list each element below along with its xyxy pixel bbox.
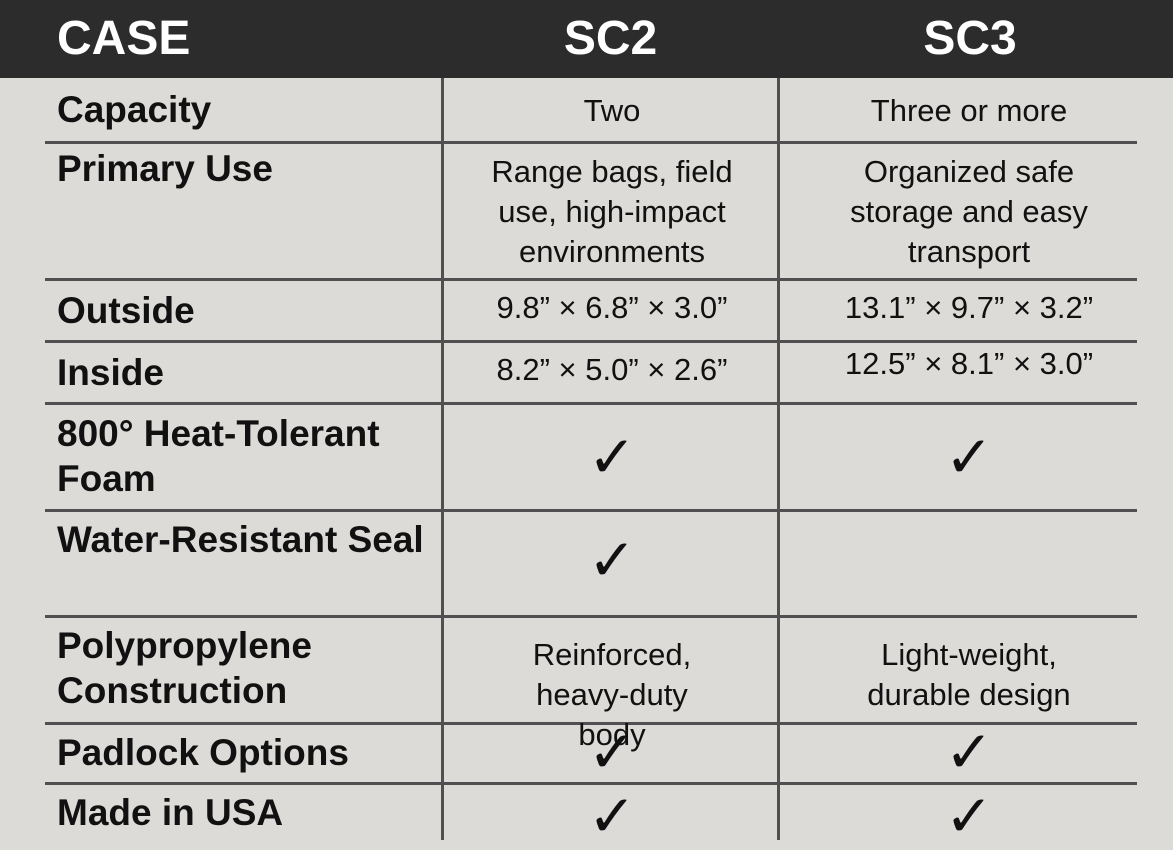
column-divider [441, 78, 444, 840]
cell-sc3-construction: Light-weight, durable design [867, 637, 1071, 712]
cell-sc2-primary-use: Range bags, field use, high-impact envir… [491, 154, 733, 269]
row-divider [45, 340, 1137, 343]
row-divider [45, 615, 1137, 618]
row-divider [45, 782, 1137, 785]
check-icon: ✓ [587, 782, 637, 850]
row-label-capacity: Capacity [57, 89, 212, 130]
row-divider [45, 402, 1137, 405]
row-label-polypropylene-construction: Polypropylene Construction [57, 625, 312, 711]
cell-sc3-inside: 12.5” × 8.1” × 3.0” [844, 346, 1094, 381]
check-icon: ✓ [587, 423, 637, 491]
check-icon: ✓ [944, 718, 994, 786]
header-sc3: SC3 [923, 12, 1017, 65]
header-case: CASE [57, 12, 191, 65]
check-icon: ✓ [587, 526, 637, 594]
row-divider [45, 722, 1137, 725]
row-divider [45, 509, 1137, 512]
row-label-water-resistant-seal: Water-Resistant Seal [57, 519, 424, 560]
cell-sc2-construction: Reinforced, heavy-duty body [532, 637, 692, 752]
check-icon: ✓ [944, 782, 994, 850]
cell-sc3-capacity: Three or more [870, 93, 1068, 128]
check-icon: ✓ [944, 423, 994, 491]
cell-sc3-primary-use: Organized safe storage and easy transpor… [850, 154, 1088, 269]
row-divider [45, 278, 1137, 281]
cell-sc2-inside: 8.2” × 5.0” × 2.6” [496, 352, 728, 387]
row-label-padlock-options: Padlock Options [57, 732, 349, 773]
row-label-inside: Inside [57, 352, 164, 393]
row-label-outside: Outside [57, 290, 195, 331]
cell-sc2-capacity: Two [583, 93, 641, 128]
row-label-made-in-usa: Made in USA [57, 792, 284, 833]
cell-sc2-outside: 9.8” × 6.8” × 3.0” [496, 290, 728, 325]
row-label-primary-use: Primary Use [57, 148, 273, 189]
row-divider [45, 141, 1137, 144]
header-sc2: SC2 [563, 12, 658, 65]
row-label-heat-tolerant-foam: 800° Heat-Tolerant Foam [57, 413, 380, 499]
table-header: CASE SC2 SC3 [0, 0, 1173, 78]
check-icon: ✓ [587, 718, 637, 786]
column-divider [777, 78, 780, 840]
cell-sc3-outside: 13.1” × 9.7” × 3.2” [844, 290, 1094, 325]
